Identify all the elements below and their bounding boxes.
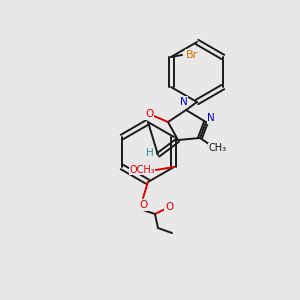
Text: Br: Br xyxy=(186,50,198,60)
Text: O: O xyxy=(145,109,153,119)
Text: H: H xyxy=(146,148,154,158)
Text: CH₃: CH₃ xyxy=(209,143,227,153)
Text: OCH₃: OCH₃ xyxy=(129,165,155,175)
Text: O: O xyxy=(139,200,147,210)
Text: N: N xyxy=(180,97,188,107)
Text: N: N xyxy=(207,113,215,123)
Text: O: O xyxy=(165,202,173,212)
